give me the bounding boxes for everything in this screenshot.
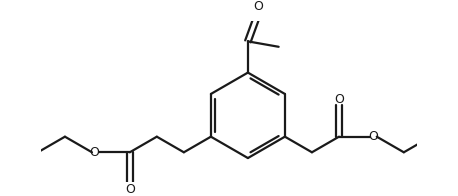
- Text: O: O: [334, 93, 344, 106]
- Text: O: O: [125, 183, 135, 196]
- Text: O: O: [254, 0, 263, 13]
- Text: O: O: [369, 130, 378, 143]
- Text: O: O: [89, 146, 99, 159]
